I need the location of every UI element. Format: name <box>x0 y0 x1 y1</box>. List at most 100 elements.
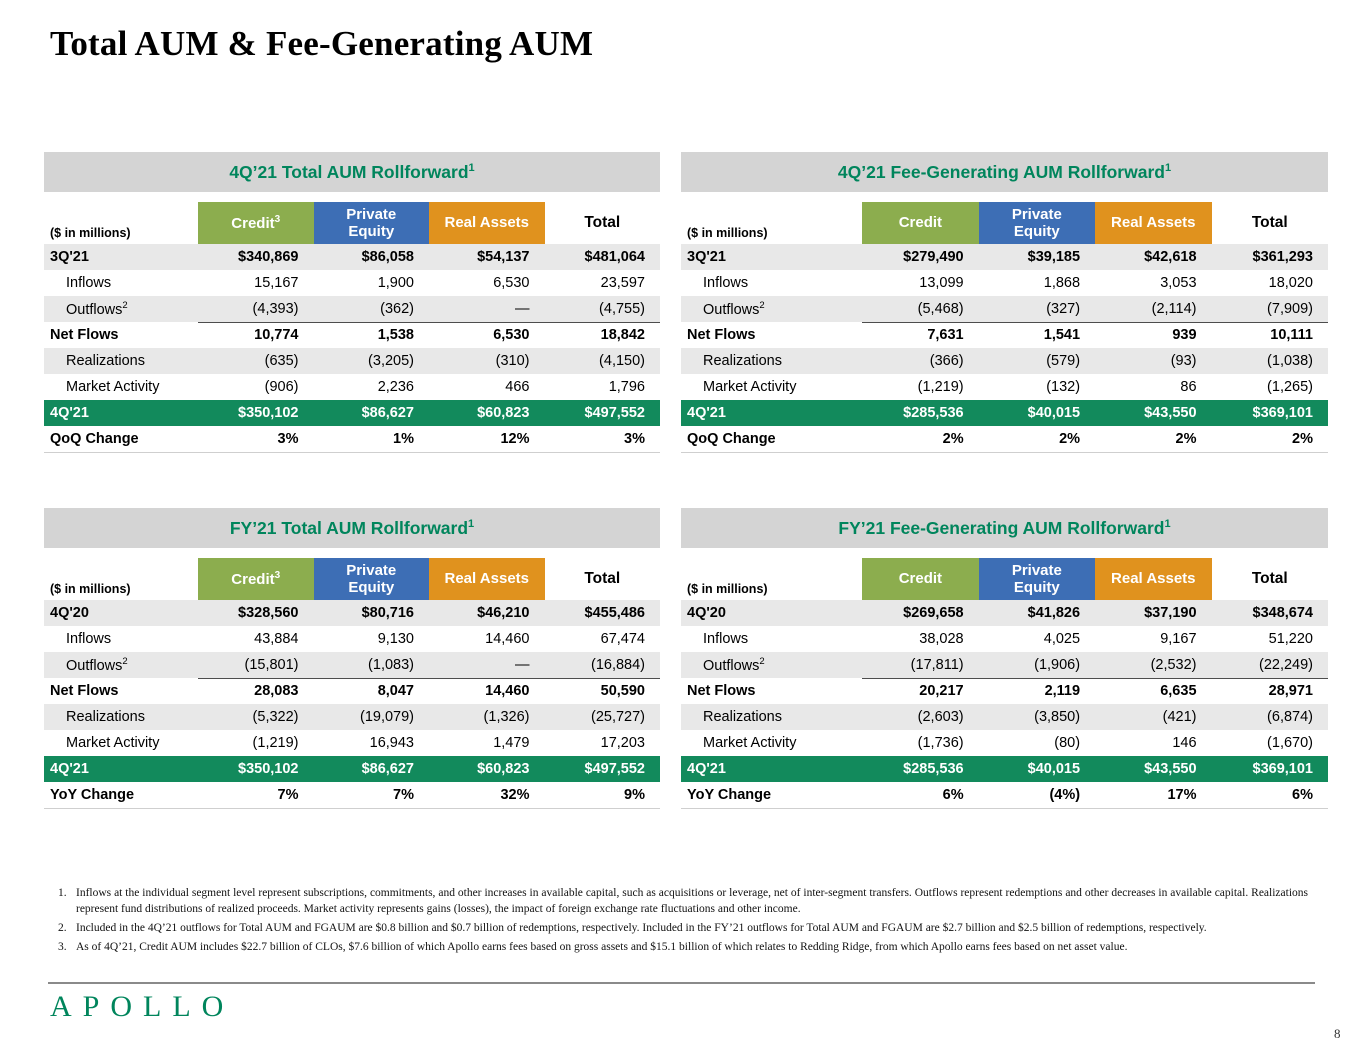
value-cell: 13,099 <box>919 275 964 291</box>
header-row: ($ in millions) Credit Private Equity Real … <box>681 558 1328 600</box>
value-cell: 7% <box>393 786 414 803</box>
table-row: Outflows2 (17,811) (1,906) (2,532) (22,249) <box>681 652 1328 679</box>
value-cell: $350,102 <box>238 405 299 421</box>
value-cell: 14,460 <box>485 683 530 700</box>
value-cell: 3% <box>277 430 299 447</box>
table-row: 4Q'21 $350,102 $86,627 $60,823 $497,552 <box>44 400 660 426</box>
value-cell: $60,823 <box>477 405 530 421</box>
footnote-text: As of 4Q’21, Credit AUM includes $22.7 b… <box>76 940 1128 953</box>
value-cell: $43,550 <box>1144 405 1197 421</box>
row-label: Inflows <box>44 626 198 652</box>
value-cell: 6,530 <box>493 275 530 291</box>
label-text: Private Equity <box>1011 205 1062 240</box>
table-row: 4Q'21 $285,536 $40,015 $43,550 $369,101 <box>681 400 1328 426</box>
table-fy21-total-aum-rollforward: FY’21 Total AUM Rollforward1 ($ in millio… <box>44 508 660 809</box>
row-label: YoY Change <box>681 782 862 808</box>
table-row: QoQ Change 3% 1% 12% 3% <box>44 426 660 452</box>
row-label: YoY Change <box>44 782 198 808</box>
value-cell: $39,185 <box>1027 249 1081 265</box>
label-text: 4Q’21 Total AUM Rollforward <box>229 161 469 182</box>
value-cell: (16,884) <box>544 652 660 679</box>
label-text: Realizations <box>703 353 782 369</box>
table-title-text: 4Q’21 Fee-Generating AUM Rollforward1 <box>838 162 1171 183</box>
table-4q21-total-aum-rollforward: 4Q’21 Total AUM Rollforward1 ($ in millio… <box>44 152 660 453</box>
label-text: Outflows <box>66 301 123 318</box>
label-text: Total <box>1251 570 1288 587</box>
table-row: 4Q'21 $285,536 $40,015 $43,550 $369,101 <box>681 756 1328 782</box>
row-label: Outflows2 <box>44 296 198 322</box>
label-text: Total <box>584 214 621 231</box>
value-cell: 10,111 <box>1270 327 1313 344</box>
value-cell: 7,631 <box>927 327 964 344</box>
value-cell: 43,884 <box>254 631 299 647</box>
value-cell: 17% <box>1167 786 1197 803</box>
row-label: Net Flows <box>681 678 862 704</box>
value-cell: $86,627 <box>361 405 414 421</box>
column-header-real_assets: Real Assets <box>429 202 545 244</box>
value-cell: (5,322) <box>252 709 299 725</box>
column-header-real_assets: Real Assets <box>1095 202 1212 244</box>
value-cell: $80,716 <box>361 605 414 621</box>
label-text: Inflows <box>66 631 112 647</box>
label-text: Inflows <box>66 275 112 291</box>
table-row: Outflows2 (5,468) (327) (2,114) (7,909) <box>681 296 1328 323</box>
value-cell: $455,486 <box>584 605 645 621</box>
table-row: 4Q'21 $350,102 $86,627 $60,823 $497,552 <box>44 756 660 782</box>
value-cell: 6,530 <box>493 327 530 344</box>
value-cell: 51,220 <box>1268 631 1313 647</box>
value-cell: (2,603) <box>917 709 964 725</box>
label-text: YoY Change <box>687 786 772 803</box>
unit-label: ($ in millions) <box>687 226 768 240</box>
value-cell: $328,560 <box>238 605 299 621</box>
header-row: ($ in millions) Credit Private Equity Real … <box>681 202 1328 244</box>
value-cell: $40,015 <box>1027 761 1081 777</box>
row-label: 3Q'21 <box>681 244 862 270</box>
footnote-number: 3. <box>58 940 67 953</box>
row-label: Inflows <box>44 270 198 296</box>
value-cell: (25,727) <box>590 709 645 725</box>
footnote: 1. Inflows at the individual segment leve… <box>58 886 1308 918</box>
value-cell: 18,020 <box>1268 275 1313 291</box>
table-row: 3Q'21 $279,490 $39,185 $42,618 $361,293 <box>681 244 1328 270</box>
value-cell: 17,203 <box>600 735 645 751</box>
footnote-text: Inflows at the individual segment level … <box>76 887 1308 915</box>
aum-data-table: ($ in millions) Credit Private Equity Real … <box>681 558 1328 809</box>
value-cell: 9,167 <box>1160 631 1197 647</box>
label-text: Real Assets <box>1111 214 1196 232</box>
value-cell: (5,468) <box>862 296 979 323</box>
value-cell: (3,205) <box>368 353 414 369</box>
label-text: Credit <box>231 214 275 232</box>
label-text: 4Q'21 <box>687 761 726 777</box>
table-title-text: 4Q’21 Total AUM Rollforward1 <box>229 162 474 183</box>
value-cell: (421) <box>1162 709 1197 725</box>
value-cell: (1,265) <box>1267 379 1313 395</box>
value-cell: 28,971 <box>1268 683 1313 700</box>
label-text: Outflows <box>703 657 760 674</box>
row-label: 4Q'21 <box>681 756 862 782</box>
page-number: 8 <box>1334 1026 1341 1041</box>
value-cell: 1,479 <box>493 735 530 751</box>
value-cell: $43,550 <box>1144 761 1197 777</box>
table-title-text: FY’21 Total AUM Rollforward1 <box>230 518 474 539</box>
table-row: Market Activity (1,736) (80) 146 (1,670) <box>681 730 1328 756</box>
page-title: Total AUM & Fee-Generating AUM <box>50 24 594 63</box>
value-cell: 3,053 <box>1160 275 1197 291</box>
value-cell: 28,083 <box>254 683 299 700</box>
label-text: Private Equity <box>346 205 397 240</box>
value-cell: $86,058 <box>361 249 414 265</box>
value-cell: 2% <box>1059 430 1081 447</box>
table-4q21-fee-generating-aum-rollforward: 4Q’21 Fee-Generating AUM Rollforward1 ($ … <box>681 152 1328 453</box>
label-text: Inflows <box>703 275 749 291</box>
value-cell: 2% <box>942 430 964 447</box>
value-cell: $54,137 <box>477 249 530 265</box>
column-header-real_assets: Real Assets <box>429 558 545 600</box>
value-cell: (19,079) <box>359 709 414 725</box>
row-label: Net Flows <box>44 678 198 704</box>
value-cell: 6,635 <box>1160 683 1197 700</box>
value-cell: 1,796 <box>608 379 645 395</box>
value-cell: 466 <box>505 379 530 395</box>
label-text: FY’21 Fee-Generating AUM Rollforward <box>838 517 1165 538</box>
label-text: Credit <box>898 570 943 588</box>
label-text: 4Q'21 <box>50 405 89 421</box>
